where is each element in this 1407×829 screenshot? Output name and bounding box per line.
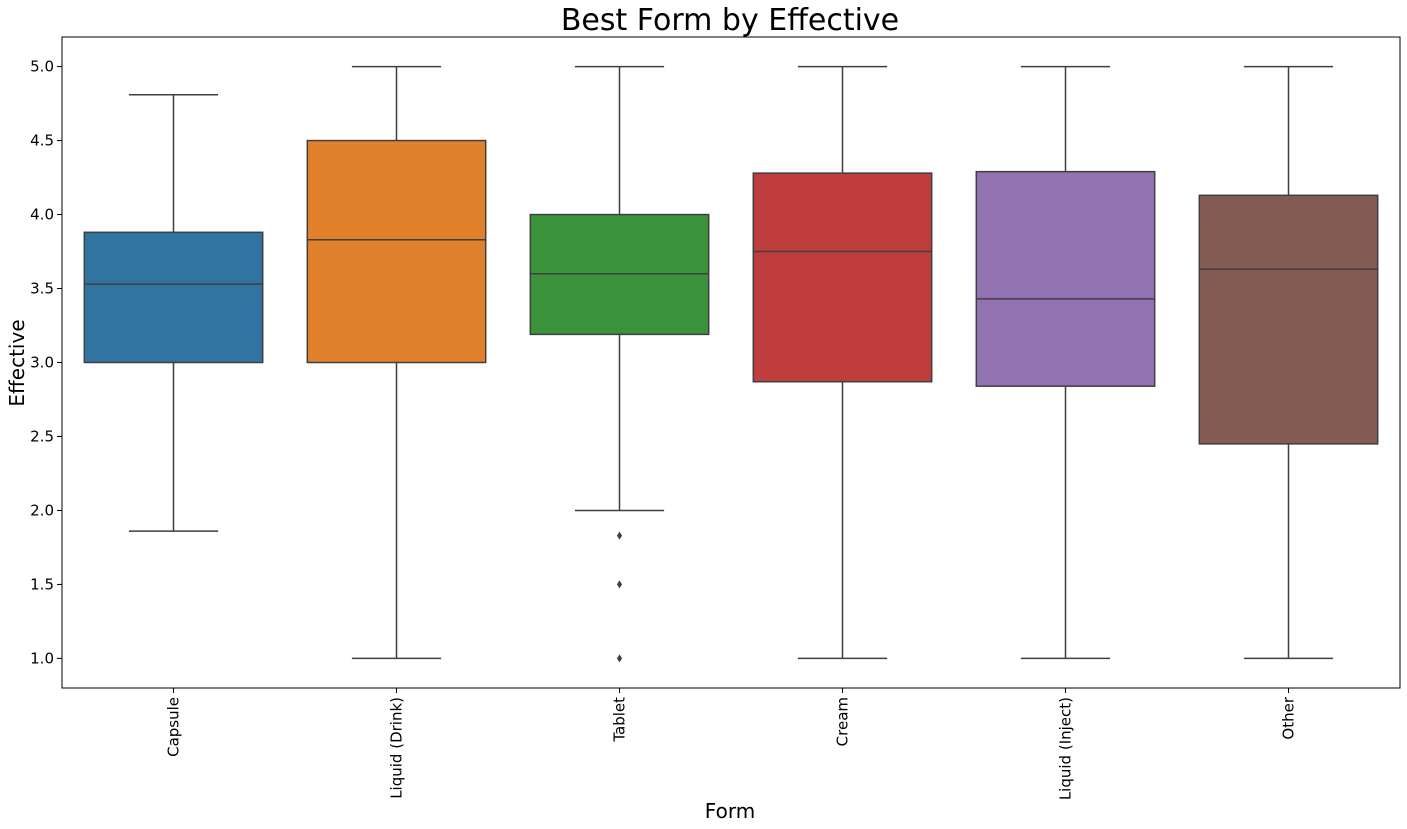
x-tick-label: Other: [1280, 696, 1298, 739]
box-group: [1198, 65, 1379, 660]
y-tick-label: 4.5: [30, 132, 54, 150]
x-axis-label: Form: [705, 799, 755, 823]
box: [975, 170, 1156, 387]
box: [752, 172, 933, 383]
y-tick-label: 1.5: [30, 575, 54, 593]
plot-area: [61, 36, 1401, 689]
x-tick-label: Tablet: [611, 697, 629, 743]
box-group: [83, 93, 264, 532]
box-group: [529, 65, 710, 663]
y-tick-label: 2.0: [30, 501, 54, 519]
box-group: [306, 65, 487, 660]
x-tick-label: Cream: [834, 697, 852, 746]
x-tick-label: Liquid (Inject): [1057, 697, 1075, 800]
box: [306, 139, 487, 364]
outlier-point: [616, 654, 623, 663]
y-tick-label: 3.0: [30, 354, 54, 372]
y-tick-label: 5.0: [30, 58, 54, 76]
chart-title: Best Form by Effective: [561, 3, 899, 38]
box-group: [752, 65, 933, 660]
outlier-point: [616, 580, 623, 589]
y-axis-label: Effective: [5, 319, 29, 406]
x-tick-label: Liquid (Drink): [388, 697, 406, 799]
x-tick-label: Capsule: [165, 697, 183, 757]
y-tick-label: 2.5: [30, 427, 54, 445]
x-axis: Capsule Liquid (Drink) Tablet Cream Liquid (…: [165, 688, 1298, 800]
box: [83, 231, 264, 364]
y-tick-label: 4.0: [30, 206, 54, 224]
y-axis: 1.0 1.5 2.0 2.5 3.0 3.5 4.0 4.5 5.0: [30, 58, 62, 667]
y-tick-label: 3.5: [30, 280, 54, 298]
box: [1198, 194, 1379, 445]
outlier-point: [616, 531, 623, 540]
y-tick-label: 1.0: [30, 649, 54, 667]
box-group: [975, 65, 1156, 660]
